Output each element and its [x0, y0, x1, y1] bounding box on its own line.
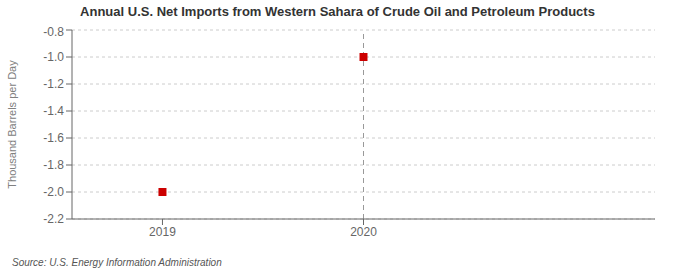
svg-text:-1.6: -1.6	[43, 131, 64, 145]
svg-text:-2.2: -2.2	[43, 212, 64, 226]
svg-text:2020: 2020	[350, 225, 377, 239]
html-text:Annual U.S. Net Imports from W: Annual U.S. Net Imports from Western Sah…	[80, 4, 595, 19]
svg-text:-1.0: -1.0	[43, 50, 64, 64]
svg-text:Thousand Barrels per Day: Thousand Barrels per Day	[8, 60, 18, 189]
svg-text:-2.0: -2.0	[43, 185, 64, 199]
svg-text:-1.4: -1.4	[43, 104, 64, 118]
html-text:Source: U.S. Energy Informatio: Source: U.S. Energy Information Administ…	[12, 257, 222, 268]
svg-text:2019: 2019	[149, 225, 176, 239]
svg-text:-1.2: -1.2	[43, 77, 64, 91]
svg-text:-0.8: -0.8	[43, 25, 64, 39]
svg-text:-1.8: -1.8	[43, 158, 64, 172]
